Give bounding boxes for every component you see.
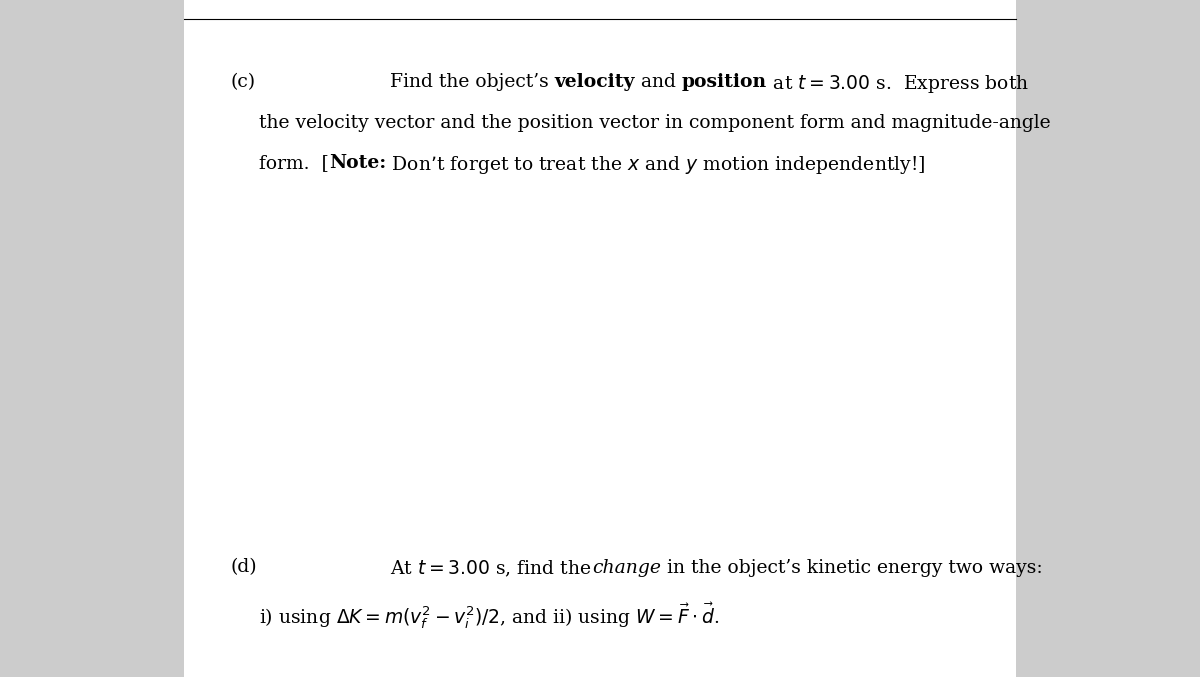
Text: at $t = 3.00$ s.  Express both: at $t = 3.00$ s. Express both [767, 73, 1030, 95]
Text: position: position [682, 73, 767, 91]
Text: (d): (d) [230, 559, 257, 577]
Text: the velocity vector and the position vector in component form and magnitude-angl: the velocity vector and the position vec… [259, 114, 1051, 132]
Text: i) using $\Delta K = m(v_f^2 - v_i^2)/2$, and ii) using $W = \vec{F} \cdot \vec{: i) using $\Delta K = m(v_f^2 - v_i^2)/2$… [259, 600, 720, 631]
Text: change: change [593, 559, 661, 577]
Text: (c): (c) [230, 73, 256, 91]
Text: in the object’s kinetic energy two ways:: in the object’s kinetic energy two ways: [661, 559, 1043, 577]
Text: and: and [635, 73, 682, 91]
Text: form.  [: form. [ [259, 154, 329, 173]
Text: Don’t forget to treat the $x$ and $y$ motion independently!]: Don’t forget to treat the $x$ and $y$ mo… [386, 154, 926, 176]
Text: At $t = 3.00$ s, find the: At $t = 3.00$ s, find the [390, 559, 593, 579]
Text: velocity: velocity [554, 73, 635, 91]
Text: Find the object’s: Find the object’s [390, 73, 554, 91]
Text: Note:: Note: [329, 154, 386, 173]
